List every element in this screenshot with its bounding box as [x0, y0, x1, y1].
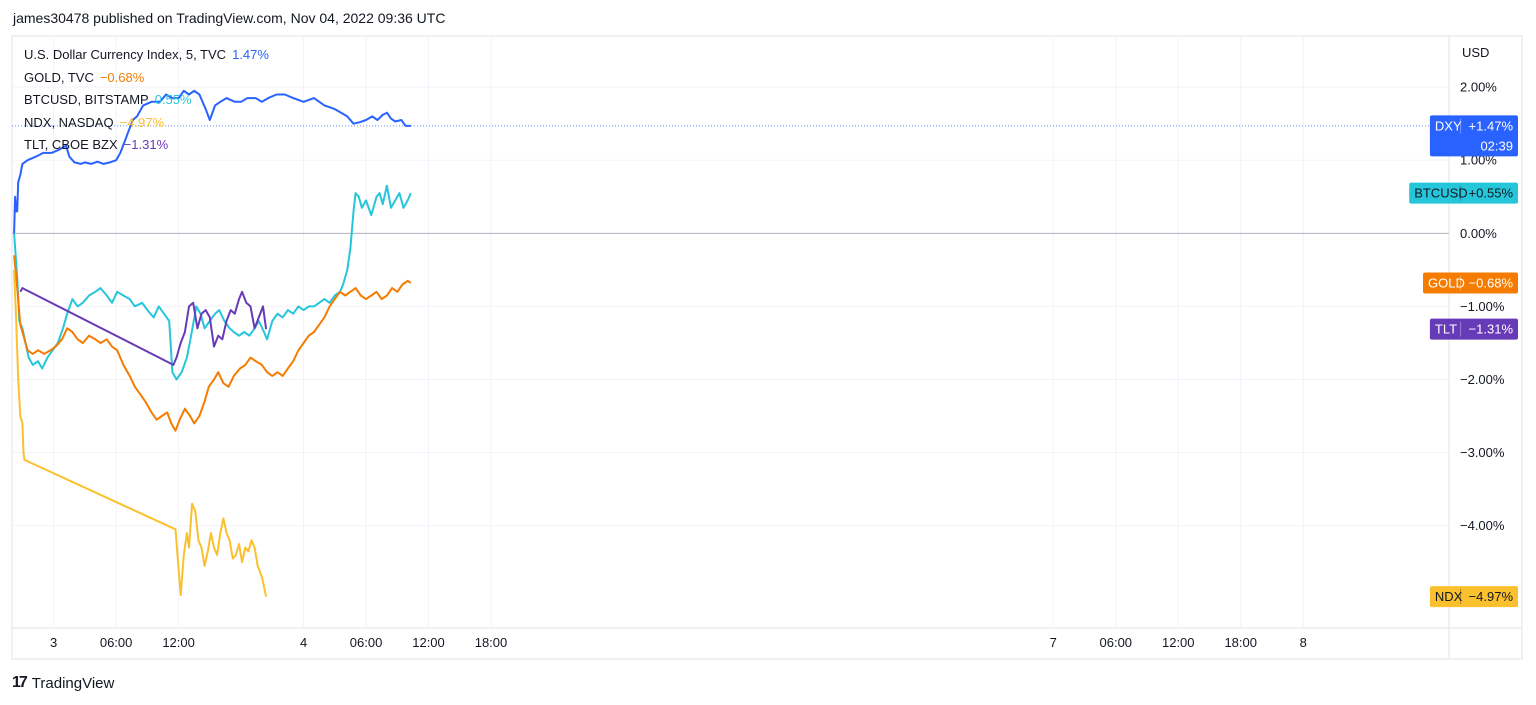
- x-tick-label: 06:00: [100, 635, 133, 650]
- legend-row-dxy[interactable]: U.S. Dollar Currency Index, 5, TVC 1.47%: [24, 44, 269, 67]
- price-badge-tlt[interactable]: TLT −1.31%: [1429, 318, 1518, 340]
- legend-value: −0.68%: [99, 69, 145, 85]
- legend-row-btcusd[interactable]: BTCUSD, BITSTAMP 0.55%: [24, 89, 269, 112]
- legend-row-ndx[interactable]: NDX, NASDAQ −4.97%: [24, 112, 269, 135]
- legend-row-tlt[interactable]: TLT, CBOE BZX −1.31%: [24, 134, 269, 157]
- badge-series-name: DXY: [1435, 118, 1462, 133]
- series-line-dxy: [13, 89, 411, 234]
- x-tick-label: 4: [300, 635, 307, 650]
- y-tick-label: −4.00%: [1460, 518, 1505, 533]
- legend-label: BTCUSD, BITSTAMP: [24, 92, 149, 107]
- series-line-ndx: [13, 269, 268, 597]
- y-tick-label: 2.00%: [1460, 80, 1497, 95]
- chart-legend: U.S. Dollar Currency Index, 5, TVC 1.47% …: [24, 44, 269, 157]
- price-badge-ndx[interactable]: NDX −4.97%: [1429, 586, 1518, 608]
- x-tick-label: 8: [1300, 635, 1307, 650]
- badge-series-name: TLT: [1435, 322, 1457, 337]
- badge-value: +0.55%: [1469, 186, 1514, 201]
- tradingview-footer: 17 TradingView: [12, 674, 114, 692]
- y-tick-label: 1.00%: [1460, 153, 1497, 168]
- price-badge-gold[interactable]: GOLD −0.68%: [1423, 272, 1518, 294]
- series-line-gold: [13, 255, 412, 432]
- x-tick-label: 3: [50, 635, 57, 650]
- series-line-btcusd: [13, 184, 412, 381]
- y-axis-label: USD: [1462, 45, 1489, 60]
- x-tick-label: 06:00: [350, 635, 383, 650]
- y-tick-label: −2.00%: [1460, 372, 1505, 387]
- x-tick-label: 12:00: [162, 635, 195, 650]
- badge-countdown: 02:39: [1480, 138, 1513, 153]
- badge-series-name: GOLD: [1428, 276, 1465, 291]
- legend-row-gold[interactable]: GOLD, TVC −0.68%: [24, 67, 269, 90]
- y-tick-label: −3.00%: [1460, 445, 1505, 460]
- x-tick-label: 12:00: [1162, 635, 1195, 650]
- chart-frame: [11, 35, 1523, 660]
- series-line-tlt: [19, 287, 268, 366]
- y-tick-label: −1.00%: [1460, 299, 1505, 314]
- x-tick-label: 7: [1050, 635, 1057, 650]
- badge-series-name: BTCUSD: [1414, 186, 1467, 201]
- publish-header-text: james30478 published on TradingView.com,…: [13, 10, 446, 26]
- badge-value: −4.97%: [1469, 589, 1514, 604]
- legend-value: −4.97%: [119, 114, 165, 130]
- y-tick-label: 0.00%: [1460, 226, 1497, 241]
- price-badge-dxy[interactable]: DXY +1.47% 02:39: [1429, 115, 1518, 157]
- price-badge-btcusd[interactable]: BTCUSD +0.55%: [1409, 182, 1518, 204]
- badge-value: +1.47%: [1469, 118, 1514, 133]
- tradingview-brand: TradingView: [31, 674, 115, 692]
- x-tick-label: 06:00: [1100, 635, 1133, 650]
- legend-label: U.S. Dollar Currency Index, 5, TVC: [24, 47, 227, 62]
- x-tick-label: 12:00: [412, 635, 445, 650]
- x-tick-label: 18:00: [1224, 635, 1257, 650]
- x-tick-label: 18:00: [475, 635, 508, 650]
- badge-value: −1.31%: [1469, 322, 1514, 337]
- publish-header: james30478 published on TradingView.com,…: [13, 10, 445, 26]
- badge-value: −0.68%: [1469, 276, 1514, 291]
- legend-value: 0.55%: [154, 92, 192, 107]
- legend-label: GOLD, TVC: [24, 69, 94, 85]
- legend-value: −1.31%: [123, 137, 169, 152]
- legend-label: NDX, NASDAQ: [24, 114, 114, 130]
- legend-label: TLT, CBOE BZX: [24, 137, 118, 152]
- badge-series-name: NDX: [1435, 589, 1463, 604]
- tradingview-logo-icon: 17: [12, 674, 28, 691]
- legend-value: 1.47%: [232, 47, 269, 62]
